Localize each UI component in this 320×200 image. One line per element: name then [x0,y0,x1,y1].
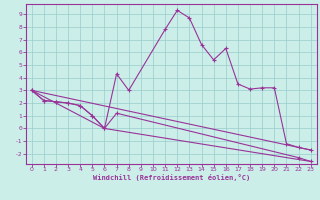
X-axis label: Windchill (Refroidissement éolien,°C): Windchill (Refroidissement éolien,°C) [92,174,250,181]
